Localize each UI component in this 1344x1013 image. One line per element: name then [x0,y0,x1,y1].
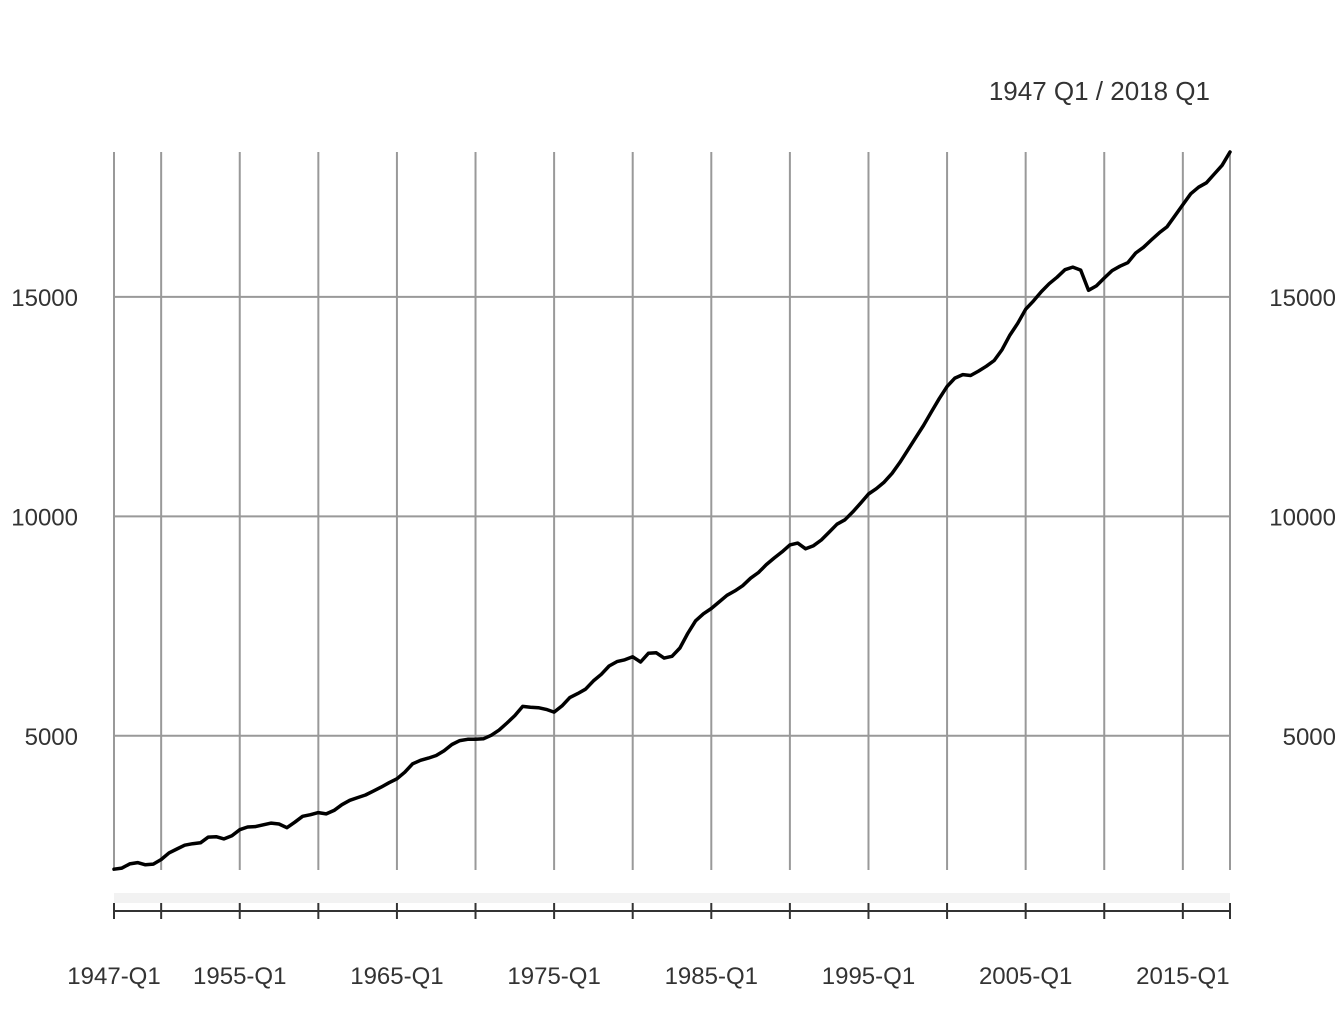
y-tick-label-right: 15000 [1269,285,1336,312]
date-range-label: 1947 Q1 / 2018 Q1 [989,76,1210,106]
y-tick-label-left: 15000 [11,285,78,312]
y-tick-label-left: 5000 [25,724,78,751]
x-tick-label: 1995-Q1 [822,963,915,990]
x-tick-label: 1955-Q1 [193,963,286,990]
x-tick-label: 1965-Q1 [350,963,443,990]
x-tick-label: 2005-Q1 [979,963,1072,990]
y-tick-label-left: 10000 [11,504,78,531]
y-tick-label-right: 5000 [1283,724,1336,751]
x-tick-label: 2015-Q1 [1136,963,1229,990]
range-strip [114,893,1230,903]
x-tick-label: 1975-Q1 [507,963,600,990]
x-tick-label: 1947-Q1 [67,963,160,990]
series-line [112,150,1232,871]
x-tick-label: 1985-Q1 [665,963,758,990]
y-tick-label-right: 10000 [1269,504,1336,531]
